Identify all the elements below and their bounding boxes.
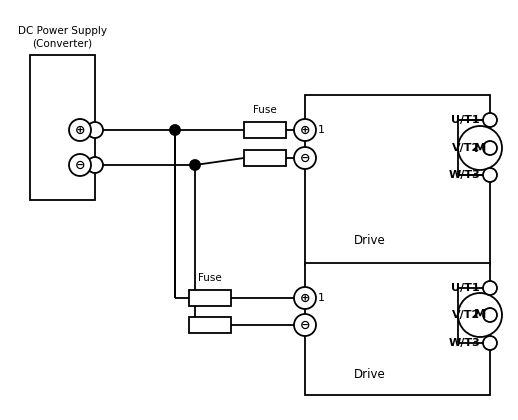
Text: U/T1: U/T1 bbox=[451, 283, 480, 293]
Circle shape bbox=[294, 147, 316, 169]
Text: ⊕: ⊕ bbox=[300, 123, 310, 136]
Circle shape bbox=[458, 293, 502, 337]
Bar bbox=[189, 290, 231, 306]
Circle shape bbox=[294, 119, 316, 141]
Text: 1: 1 bbox=[318, 125, 325, 135]
Circle shape bbox=[69, 119, 91, 141]
Bar bbox=[189, 317, 231, 333]
Circle shape bbox=[483, 168, 497, 182]
Bar bbox=[30, 55, 95, 200]
Circle shape bbox=[190, 160, 200, 170]
Bar bbox=[244, 150, 286, 166]
Circle shape bbox=[483, 141, 497, 155]
Bar bbox=[305, 95, 490, 265]
Circle shape bbox=[170, 125, 180, 135]
Text: M: M bbox=[474, 142, 486, 155]
Text: ⊕: ⊕ bbox=[75, 123, 85, 136]
Circle shape bbox=[69, 154, 91, 176]
Text: Drive: Drive bbox=[354, 234, 386, 247]
Text: Fuse: Fuse bbox=[198, 273, 222, 283]
Text: V/T2: V/T2 bbox=[452, 310, 480, 320]
Bar bbox=[305, 263, 490, 395]
Text: ⊖: ⊖ bbox=[300, 152, 310, 165]
Text: W/T3: W/T3 bbox=[448, 170, 480, 180]
Text: M: M bbox=[474, 309, 486, 321]
Text: DC Power Supply
(Converter): DC Power Supply (Converter) bbox=[18, 26, 107, 48]
Text: V/T2: V/T2 bbox=[452, 143, 480, 153]
Text: ⊕: ⊕ bbox=[300, 291, 310, 304]
Text: Fuse: Fuse bbox=[253, 105, 277, 115]
Circle shape bbox=[483, 336, 497, 350]
Circle shape bbox=[87, 122, 103, 138]
Text: 1: 1 bbox=[318, 293, 325, 303]
Circle shape bbox=[294, 287, 316, 309]
Circle shape bbox=[483, 308, 497, 322]
Circle shape bbox=[483, 113, 497, 127]
Bar bbox=[244, 122, 286, 138]
Circle shape bbox=[87, 157, 103, 173]
Circle shape bbox=[294, 314, 316, 336]
Text: Drive: Drive bbox=[354, 368, 386, 381]
Text: ⊖: ⊖ bbox=[300, 318, 310, 331]
Circle shape bbox=[483, 281, 497, 295]
Text: U/T1: U/T1 bbox=[451, 115, 480, 125]
Text: W/T3: W/T3 bbox=[448, 338, 480, 348]
Text: ⊖: ⊖ bbox=[75, 158, 85, 171]
Circle shape bbox=[458, 126, 502, 170]
